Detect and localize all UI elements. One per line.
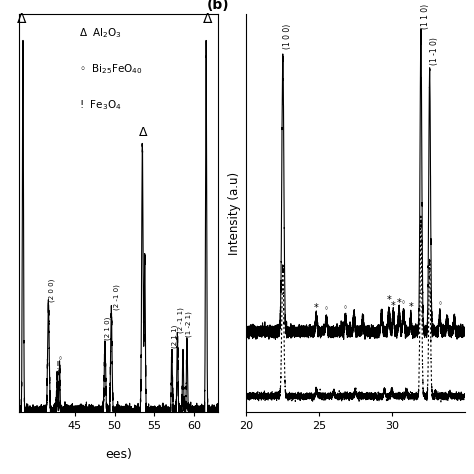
Text: *: * [409,302,413,312]
Text: !: ! [55,361,59,371]
Y-axis label: Intensity (a.u): Intensity (a.u) [228,172,241,255]
Text: (2 1 1): (2 1 1) [172,325,178,348]
Text: *: * [387,295,392,305]
Text: ◦: ◦ [343,303,348,312]
Text: (1 1 0): (1 1 0) [421,4,430,29]
Text: ◦  Bi$_{25}$FeO$_{40}$: ◦ Bi$_{25}$FeO$_{40}$ [79,62,142,76]
Text: (1 -1 0): (1 -1 0) [429,36,438,64]
Text: ◦: ◦ [401,298,406,307]
Text: (2 -1 1): (2 -1 1) [177,307,184,333]
Text: Δ  Al$_2$O$_3$: Δ Al$_2$O$_3$ [79,26,122,40]
Text: ees): ees) [105,448,132,461]
Text: *: * [391,301,396,311]
Text: (2 0 0): (2 0 0) [48,279,55,302]
Text: (1 -2 1): (1 -2 1) [185,310,192,337]
Text: (2 1 0): (2 1 0) [105,317,111,340]
Text: *: * [314,302,319,313]
Text: (b): (b) [207,0,230,12]
Text: ◦: ◦ [438,299,442,308]
Text: Δ: Δ [203,11,212,26]
Text: Δ: Δ [17,11,26,26]
Text: (1 0 0): (1 0 0) [283,24,292,49]
Text: *: * [397,298,401,308]
Text: (2 -1 0): (2 -1 0) [114,284,120,310]
Text: ◦: ◦ [324,305,329,314]
Text: Δ: Δ [139,127,147,139]
Text: !  Fe$_3$O$_4$: ! Fe$_3$O$_4$ [79,98,121,112]
Text: ◦: ◦ [58,354,63,363]
